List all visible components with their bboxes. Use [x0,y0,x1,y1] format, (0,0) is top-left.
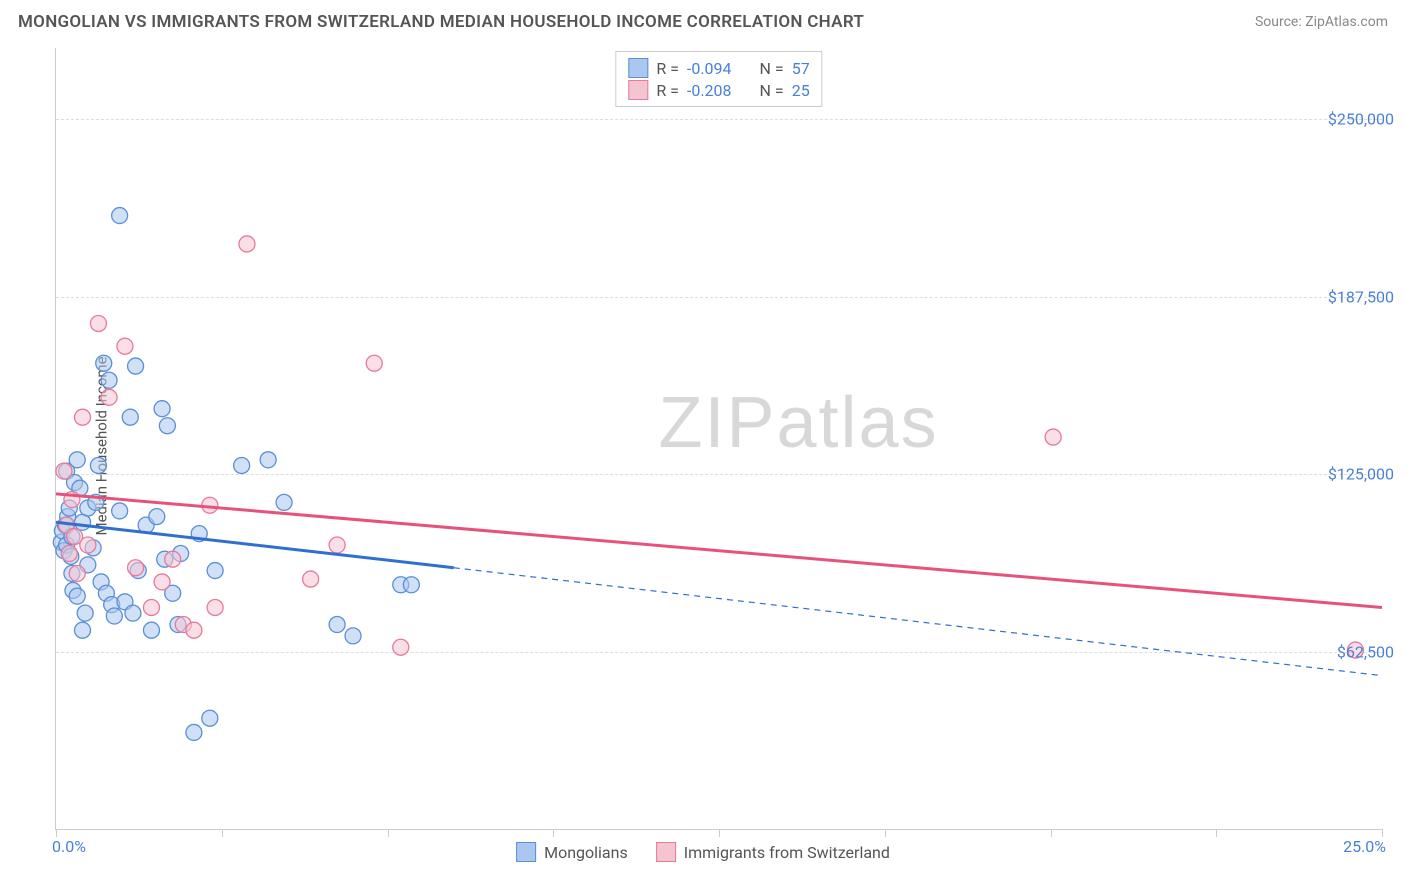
legend-series: Mongolians Immigrants from Switzerland [516,842,890,862]
n-label: N = [760,59,784,78]
y-tick-label: $125,000 [1328,465,1394,484]
n-value-pink: 25 [792,81,810,100]
n-label: N = [760,81,784,100]
legend-item-blue: Mongolians [516,842,628,862]
x-min-label: 0.0% [52,837,86,856]
series-label-blue: Mongolians [544,843,628,862]
legend-row-pink: R = -0.208 N = 25 [628,79,809,101]
r-label: R = [656,81,679,100]
series-label-pink: Immigrants from Switzerland [684,843,890,862]
n-value-blue: 57 [792,59,810,78]
r-value-pink: -0.208 [687,81,732,100]
x-max-label: 25.0% [1343,837,1386,856]
y-tick-label: $187,500 [1328,287,1394,306]
scatter-plot-svg [56,48,1382,829]
swatch-blue [516,842,536,862]
chart-plot-area: ZIPatlas R = -0.094 N = 57 R = -0.208 N … [55,48,1382,830]
r-label: R = [656,59,679,78]
swatch-pink [656,842,676,862]
y-tick-label: $62,500 [1337,642,1394,661]
legend-row-blue: R = -0.094 N = 57 [628,57,809,79]
y-tick-label: $250,000 [1328,110,1394,129]
legend-correlation-box: R = -0.094 N = 57 R = -0.208 N = 25 [615,51,822,107]
source-label: Source: ZipAtlas.com [1255,14,1388,30]
r-value-blue: -0.094 [687,59,732,78]
chart-title: MONGOLIAN VS IMMIGRANTS FROM SWITZERLAND… [18,12,864,32]
swatch-blue [628,58,648,78]
swatch-pink [628,80,648,100]
legend-item-pink: Immigrants from Switzerland [656,842,890,862]
